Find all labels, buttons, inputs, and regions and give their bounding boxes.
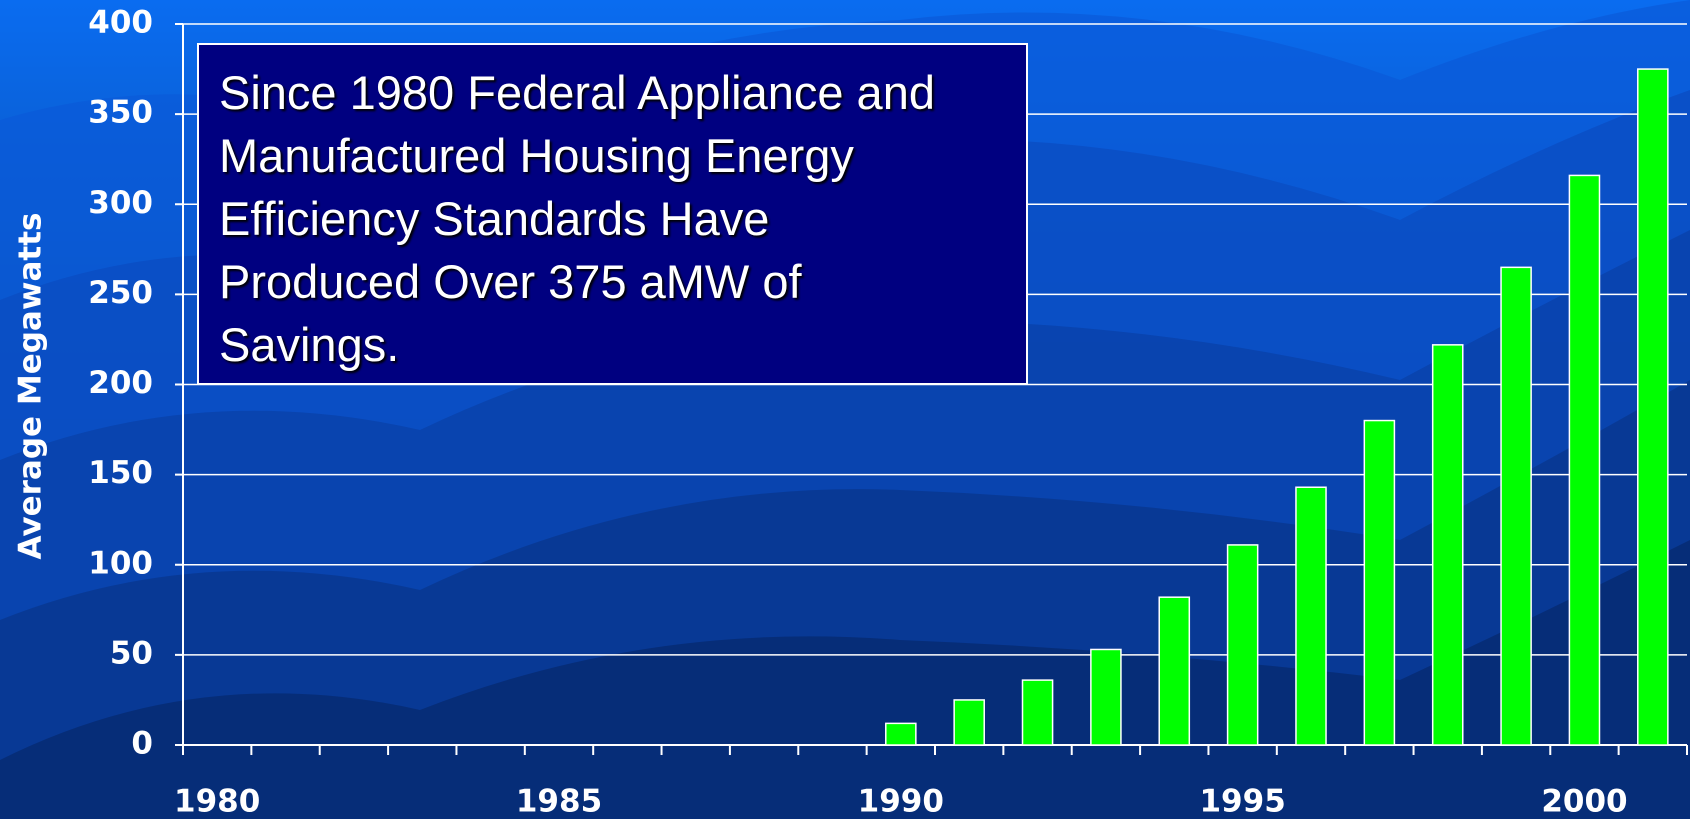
bar xyxy=(1500,266,1532,746)
bar xyxy=(1090,648,1122,746)
x-tick-label: 1990 xyxy=(858,784,944,819)
bar xyxy=(1637,68,1669,746)
bar xyxy=(1295,486,1327,746)
chart-title: Since 1980 Federal Appliance and Manufac… xyxy=(219,66,935,371)
y-tick-label: 250 xyxy=(88,275,153,311)
bar xyxy=(885,722,917,746)
y-tick-label: 300 xyxy=(88,185,153,221)
title-box: Since 1980 Federal Appliance and Manufac… xyxy=(197,43,1028,385)
y-tick-label: 200 xyxy=(88,365,153,401)
x-tick-label: 1995 xyxy=(1199,784,1285,819)
bar xyxy=(1226,544,1259,746)
y-tick-label: 50 xyxy=(110,635,153,671)
bar xyxy=(1021,679,1054,746)
y-tick-label: 0 xyxy=(131,726,153,762)
bar xyxy=(1431,344,1464,746)
bar xyxy=(1568,174,1601,746)
y-tick-label: 350 xyxy=(88,95,153,131)
bar xyxy=(1363,419,1396,746)
bar xyxy=(1158,596,1191,746)
bar xyxy=(953,699,985,746)
x-tick-label: 2000 xyxy=(1541,784,1627,819)
y-tick-label: 150 xyxy=(88,455,153,491)
x-tick-label: 1980 xyxy=(174,784,260,819)
x-tick-label: 1985 xyxy=(516,784,602,819)
y-tick-label: 100 xyxy=(88,545,153,581)
y-tick-label: 400 xyxy=(88,5,153,41)
y-axis-label: Average Megawatts xyxy=(13,213,49,560)
